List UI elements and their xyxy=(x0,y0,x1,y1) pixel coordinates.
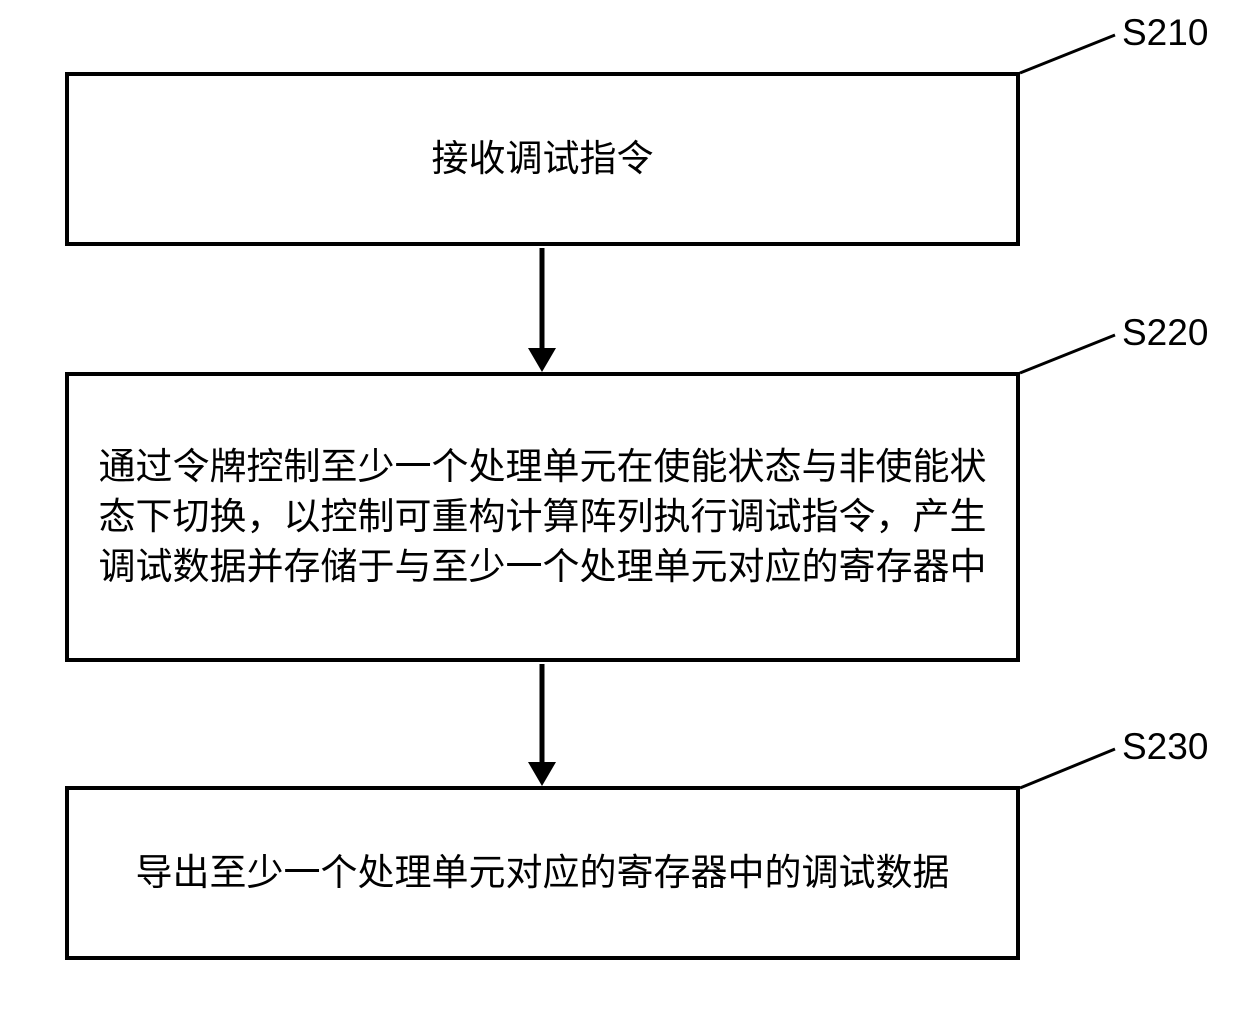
leader-s230 xyxy=(0,0,1240,1013)
